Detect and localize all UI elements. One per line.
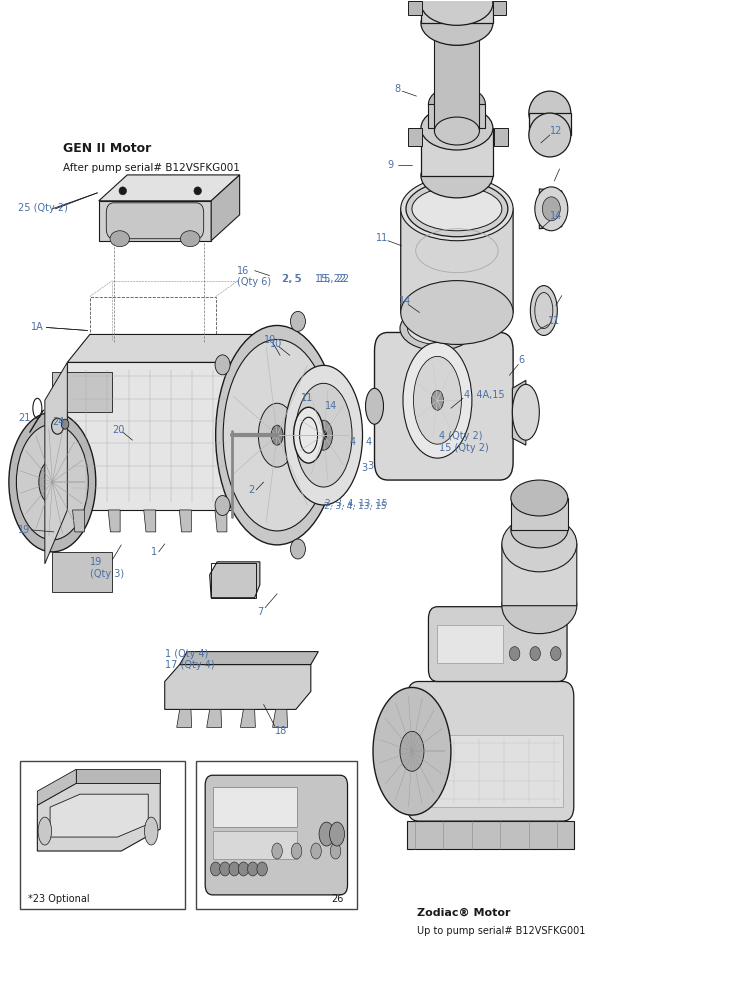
Ellipse shape bbox=[194, 187, 202, 195]
Text: 11: 11 bbox=[548, 316, 560, 326]
Bar bbox=[20, 761, 185, 909]
Polygon shape bbox=[53, 372, 112, 412]
Text: 2: 2 bbox=[249, 485, 255, 495]
Ellipse shape bbox=[401, 281, 513, 344]
Polygon shape bbox=[211, 175, 240, 241]
Text: 6: 6 bbox=[518, 355, 524, 365]
Ellipse shape bbox=[429, 86, 485, 122]
Polygon shape bbox=[421, 3, 493, 23]
Polygon shape bbox=[180, 652, 318, 665]
Ellipse shape bbox=[400, 307, 475, 350]
Text: 3: 3 bbox=[367, 461, 373, 471]
Text: 24: 24 bbox=[53, 417, 65, 427]
Ellipse shape bbox=[509, 647, 520, 661]
Ellipse shape bbox=[511, 480, 568, 516]
Polygon shape bbox=[210, 562, 260, 598]
Polygon shape bbox=[435, 31, 479, 131]
Ellipse shape bbox=[529, 91, 571, 135]
Text: 9: 9 bbox=[387, 160, 393, 170]
Ellipse shape bbox=[408, 313, 468, 344]
Bar bbox=[438, 625, 503, 663]
Ellipse shape bbox=[272, 843, 282, 859]
Ellipse shape bbox=[220, 862, 230, 876]
Ellipse shape bbox=[9, 412, 96, 552]
Bar bbox=[408, 1, 422, 15]
Ellipse shape bbox=[400, 731, 424, 771]
Bar bbox=[213, 831, 296, 859]
Ellipse shape bbox=[223, 339, 331, 531]
Ellipse shape bbox=[329, 822, 344, 846]
Polygon shape bbox=[45, 362, 68, 564]
Text: 14: 14 bbox=[325, 401, 338, 411]
Text: 1: 1 bbox=[151, 547, 157, 557]
Bar bbox=[196, 761, 357, 909]
Text: Up to pump serial# B12VSFKG001: Up to pump serial# B12VSFKG001 bbox=[417, 926, 586, 936]
Text: 4 (Qty 2)
15 (Qty 2): 4 (Qty 2) 15 (Qty 2) bbox=[439, 431, 489, 453]
Ellipse shape bbox=[535, 187, 568, 231]
FancyBboxPatch shape bbox=[429, 607, 567, 681]
FancyBboxPatch shape bbox=[205, 775, 347, 895]
Polygon shape bbox=[99, 201, 211, 241]
Ellipse shape bbox=[291, 843, 302, 859]
Text: *23 Optional: *23 Optional bbox=[28, 894, 89, 904]
Polygon shape bbox=[539, 189, 562, 229]
Ellipse shape bbox=[512, 384, 539, 440]
Ellipse shape bbox=[62, 419, 69, 429]
Ellipse shape bbox=[406, 181, 508, 237]
Bar bbox=[211, 563, 256, 598]
Text: 14: 14 bbox=[550, 211, 562, 221]
Ellipse shape bbox=[403, 342, 472, 458]
Ellipse shape bbox=[432, 390, 444, 410]
Ellipse shape bbox=[215, 496, 230, 515]
Ellipse shape bbox=[259, 403, 296, 467]
FancyBboxPatch shape bbox=[408, 681, 574, 821]
Polygon shape bbox=[215, 510, 227, 532]
Ellipse shape bbox=[290, 311, 305, 331]
Text: 11: 11 bbox=[301, 393, 314, 403]
Text: 12: 12 bbox=[550, 126, 562, 136]
Ellipse shape bbox=[293, 407, 323, 463]
Ellipse shape bbox=[550, 647, 561, 661]
Ellipse shape bbox=[311, 843, 321, 859]
Text: 10: 10 bbox=[270, 339, 282, 349]
Text: 1 (Qty 4)
17 (Qty 4): 1 (Qty 4) 17 (Qty 4) bbox=[165, 649, 214, 670]
Ellipse shape bbox=[421, 1, 493, 45]
Polygon shape bbox=[76, 769, 160, 783]
Ellipse shape bbox=[319, 822, 334, 846]
Text: Zodiac® Motor: Zodiac® Motor bbox=[417, 908, 511, 918]
Polygon shape bbox=[241, 709, 256, 727]
Ellipse shape bbox=[52, 418, 64, 434]
Polygon shape bbox=[529, 113, 571, 135]
Ellipse shape bbox=[502, 578, 577, 634]
Bar bbox=[494, 128, 508, 146]
Ellipse shape bbox=[229, 862, 239, 876]
Polygon shape bbox=[165, 665, 311, 709]
Text: 2, 5: 2, 5 bbox=[282, 274, 301, 284]
Ellipse shape bbox=[337, 425, 352, 445]
Text: 7: 7 bbox=[258, 607, 264, 617]
Polygon shape bbox=[50, 794, 148, 837]
Text: 18: 18 bbox=[274, 726, 287, 736]
Ellipse shape bbox=[502, 516, 577, 572]
Bar bbox=[493, 1, 506, 15]
Ellipse shape bbox=[401, 177, 513, 241]
Bar bbox=[213, 787, 296, 827]
Polygon shape bbox=[421, 128, 493, 176]
Text: 19
(Qty 3): 19 (Qty 3) bbox=[89, 557, 124, 579]
Polygon shape bbox=[68, 334, 255, 362]
Ellipse shape bbox=[144, 817, 158, 845]
Text: 14: 14 bbox=[399, 296, 411, 306]
Ellipse shape bbox=[421, 0, 493, 25]
Polygon shape bbox=[232, 334, 255, 510]
Ellipse shape bbox=[421, 154, 493, 198]
Text: 4: 4 bbox=[365, 437, 371, 447]
Text: 1A: 1A bbox=[32, 322, 44, 332]
Ellipse shape bbox=[211, 862, 221, 876]
Ellipse shape bbox=[542, 197, 560, 221]
Bar bbox=[408, 128, 422, 146]
Ellipse shape bbox=[110, 231, 129, 247]
Text: 20: 20 bbox=[112, 425, 125, 435]
Bar bbox=[68, 362, 232, 510]
Ellipse shape bbox=[314, 420, 332, 450]
Polygon shape bbox=[99, 175, 240, 201]
